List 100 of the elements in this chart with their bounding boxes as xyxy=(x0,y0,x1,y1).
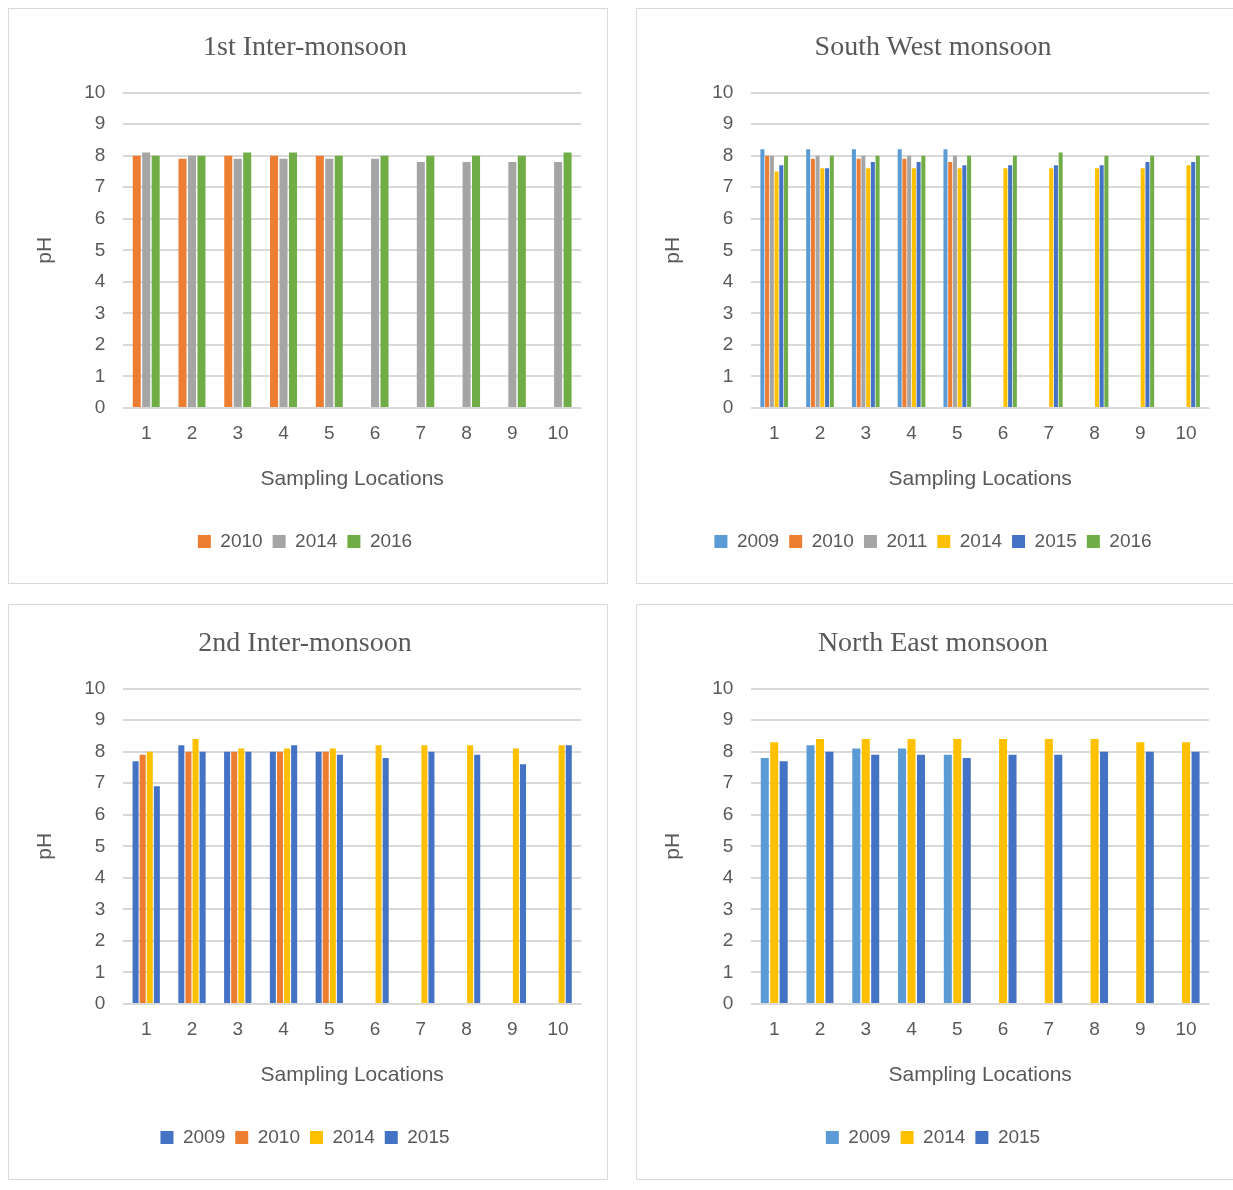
bar xyxy=(519,764,527,1003)
y-tick-label: 8 xyxy=(94,739,106,761)
y-tick-label: 8 xyxy=(722,739,734,761)
y-tick-label: 1 xyxy=(722,364,734,386)
y-tick-label: 10 xyxy=(712,80,734,102)
y-tick-label: 7 xyxy=(94,175,106,197)
legend-label: 2010 xyxy=(257,1125,301,1147)
y-tick-label: 0 xyxy=(722,992,734,1014)
y-tick-label: 2 xyxy=(94,333,106,355)
x-tick-label: 9 xyxy=(1135,1017,1146,1039)
y-tick-label: 3 xyxy=(94,301,106,323)
y-tick-label: 2 xyxy=(722,929,734,951)
x-tick-label: 5 xyxy=(323,1017,335,1039)
x-tick-label: 10 xyxy=(547,421,569,443)
x-tick-label: 4 xyxy=(278,421,290,443)
y-tick-label: 7 xyxy=(94,771,106,793)
x-tick-label: 5 xyxy=(323,421,335,443)
x-tick-label: 1 xyxy=(140,1017,152,1039)
legend-label: 2011 xyxy=(886,529,928,551)
chart-title: South West monsoon xyxy=(814,30,1052,62)
x-tick-label: 6 xyxy=(369,421,381,443)
y-tick-label: 1 xyxy=(94,364,106,386)
chart-title: North East monsoon xyxy=(817,626,1049,658)
y-tick-label: 1 xyxy=(94,960,106,982)
x-tick-label: 10 xyxy=(1175,1017,1197,1039)
x-tick-label: 1 xyxy=(768,1017,780,1039)
x-tick-label: 5 xyxy=(951,1017,963,1039)
x-tick-label: 8 xyxy=(461,1017,472,1039)
y-tick-label: 10 xyxy=(84,80,106,102)
y-tick-label: 9 xyxy=(94,708,106,730)
bar xyxy=(565,745,572,1003)
bar xyxy=(474,754,481,1003)
bar xyxy=(329,748,336,1003)
y-tick-label: 3 xyxy=(94,897,106,919)
legend-label: 2009 xyxy=(848,1125,891,1147)
bar xyxy=(467,745,474,1003)
x-tick-label: 2 xyxy=(814,1017,826,1039)
bar xyxy=(245,751,252,1003)
y-tick-label: 4 xyxy=(722,270,734,292)
x-tick-label: 3 xyxy=(232,421,244,443)
bar xyxy=(315,751,322,1003)
legend-label: 2015 xyxy=(1034,529,1077,551)
x-tick-label: 8 xyxy=(1089,1017,1100,1039)
x-tick-label: 2 xyxy=(186,421,198,443)
legend-label: 2009 xyxy=(182,1125,226,1147)
y-tick-label: 5 xyxy=(722,238,734,260)
x-tick-label: 8 xyxy=(461,421,472,443)
y-tick-label: 10 xyxy=(84,676,106,698)
x-tick-label: 6 xyxy=(369,1017,381,1039)
bar xyxy=(558,745,565,1003)
bar xyxy=(178,745,185,1003)
chart-title: 1st Inter-monsoon xyxy=(203,30,407,62)
bar xyxy=(132,761,139,1003)
bar xyxy=(428,751,435,1003)
bar xyxy=(269,751,276,1003)
bar xyxy=(375,745,382,1003)
x-axis-title: Sampling Locations xyxy=(888,466,1072,490)
chart-title: 2nd Inter-monsoon xyxy=(198,626,412,658)
bar xyxy=(512,748,519,1003)
y-tick-label: 5 xyxy=(94,238,106,260)
x-tick-label: 3 xyxy=(860,421,872,443)
y-tick-label: 6 xyxy=(94,802,106,824)
y-tick-label: 4 xyxy=(94,866,106,888)
x-tick-label: 4 xyxy=(906,1017,918,1039)
bar xyxy=(231,751,238,1003)
x-tick-label: 4 xyxy=(906,421,918,443)
y-tick-label: 10 xyxy=(712,676,734,698)
legend-label: 2010 xyxy=(220,529,263,551)
bar xyxy=(284,748,291,1003)
y-tick-label: 4 xyxy=(722,866,734,888)
bar xyxy=(146,751,153,1003)
x-tick-label: 7 xyxy=(415,421,427,443)
y-tick-label: 6 xyxy=(94,206,106,228)
y-tick-label: 3 xyxy=(722,897,734,919)
legend-label: 2015 xyxy=(407,1125,450,1147)
legend-label: 2014 xyxy=(923,1125,966,1147)
x-tick-label: 3 xyxy=(860,1017,872,1039)
y-tick-label: 2 xyxy=(722,333,734,355)
x-tick-label: 6 xyxy=(997,421,1009,443)
x-tick-label: 6 xyxy=(997,1017,1009,1039)
bar xyxy=(382,757,389,1003)
y-tick-label: 9 xyxy=(722,112,734,134)
legend-label: 2009 xyxy=(736,529,780,551)
x-tick-label: 9 xyxy=(507,421,518,443)
x-tick-label: 5 xyxy=(951,421,963,443)
x-axis-title: Sampling Locations xyxy=(260,1062,444,1086)
bar xyxy=(238,748,245,1003)
bar xyxy=(139,754,146,1003)
y-tick-label: 4 xyxy=(94,270,106,292)
y-tick-label: 3 xyxy=(722,301,734,323)
x-tick-label: 10 xyxy=(1175,421,1197,443)
bar xyxy=(224,751,231,1003)
y-tick-label: 0 xyxy=(722,396,734,418)
bar xyxy=(153,786,160,1003)
bar xyxy=(185,751,192,1003)
x-axis-title: Sampling Locations xyxy=(260,466,444,490)
legend-label: 2014 xyxy=(332,1125,376,1147)
y-tick-label: 5 xyxy=(722,834,734,856)
y-axis-title: pH xyxy=(660,832,684,860)
y-tick-label: 9 xyxy=(94,112,106,134)
